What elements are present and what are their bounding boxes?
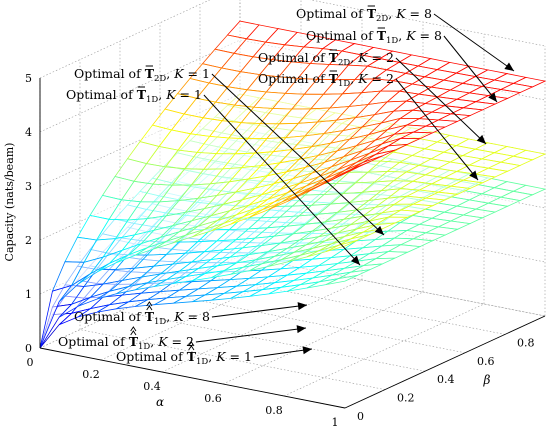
hat-accent <box>146 305 153 311</box>
z-tick-label: 5 <box>25 72 32 85</box>
mesh-cell <box>325 167 358 184</box>
annotation-label: Optimal of T2D, K = 1 <box>74 66 210 84</box>
annotation-arrow <box>433 13 515 72</box>
x-tick-label: 0 <box>27 356 34 369</box>
y-axis-line <box>344 315 546 409</box>
x-tick-label: 0.6 <box>204 392 222 405</box>
x-axis-line <box>39 347 346 409</box>
axes-frame <box>39 78 546 409</box>
x-tick-label: 1 <box>332 416 339 426</box>
y-tick-label: 0.6 <box>477 355 495 368</box>
y-tick-label: 0 <box>357 410 364 423</box>
z-tick-label: 4 <box>25 126 32 139</box>
z-tick-label: 2 <box>25 234 32 247</box>
annotation-label: Optimal of T2D, K = 8 <box>296 6 432 24</box>
annotation-label: Optimal of T1D, K = 8 <box>306 28 442 46</box>
annotation-arrow <box>195 327 307 343</box>
arrow-head <box>374 225 384 235</box>
annotations-layer: Optimal of T2D, K = 8 Optimal of T1D, K =… <box>58 5 515 367</box>
z-axis-label: Capacity (nats/beam) <box>3 143 16 262</box>
annotation-label: Optimal of T1D, K = 1 <box>116 349 252 367</box>
grid-line <box>119 310 426 372</box>
annotation-label: Optimal of T1D, K = 8 <box>74 309 210 327</box>
annotation-arrow <box>211 304 308 318</box>
hat-accent <box>146 301 153 307</box>
grid-line <box>39 0 546 79</box>
y-tick-label: 0.2 <box>397 392 415 405</box>
y-tick-label: 0.8 <box>517 336 535 349</box>
grid-line <box>283 303 485 397</box>
mesh-cell <box>325 275 358 285</box>
annotation-label: Optimal of T1D, K = 1 <box>66 87 202 105</box>
annotation-label: Optimal of T1D, K = 2 <box>258 71 394 89</box>
annotation-label: Optimal of T2D, K = 2 <box>258 50 394 68</box>
x-tick-label: 0.2 <box>82 368 100 381</box>
arrow-head <box>504 62 514 71</box>
ticks-layer: 00.20.40.60.8100.20.40.60.81012345αβCapa… <box>3 72 535 426</box>
grid-line <box>39 255 546 349</box>
annotation-arrow <box>443 35 498 103</box>
y-tick-label: 0.4 <box>437 373 455 386</box>
hat-accent <box>188 345 195 351</box>
annotation-arrow <box>211 73 385 236</box>
z-tick-label: 1 <box>25 288 32 301</box>
surfaces-layer <box>39 20 547 349</box>
x-axis-label: α <box>156 395 164 409</box>
z-tick-label: 0 <box>25 342 32 355</box>
hat-accent <box>188 341 195 347</box>
x-tick-label: 0.4 <box>143 380 161 393</box>
annotation-arrow <box>395 57 487 145</box>
arrow-head <box>488 92 497 102</box>
annotation-arrow <box>253 348 313 358</box>
grid-line <box>39 201 546 295</box>
y-axis-label: β <box>483 373 491 387</box>
x-tick-label: 0.8 <box>265 404 283 417</box>
arrow-head <box>350 255 360 265</box>
mesh-cell <box>325 239 358 252</box>
annotation-arrow <box>203 94 361 266</box>
arrow-head <box>302 346 312 355</box>
grid-line <box>161 279 363 373</box>
grid-line <box>159 292 466 354</box>
arrow-head <box>296 325 306 334</box>
annotation-label: Optimal of T1D, K = 2 <box>58 334 194 352</box>
arrow-head <box>469 170 478 180</box>
hat-accent <box>130 326 137 332</box>
hat-accent <box>130 330 137 336</box>
grid-line <box>222 291 424 385</box>
surface-k8 <box>39 20 547 349</box>
grid-line <box>79 329 386 390</box>
arrow-head <box>476 134 486 144</box>
z-tick-label: 3 <box>25 180 32 193</box>
arrow-head <box>297 302 307 311</box>
annotation-arrow <box>395 78 479 181</box>
